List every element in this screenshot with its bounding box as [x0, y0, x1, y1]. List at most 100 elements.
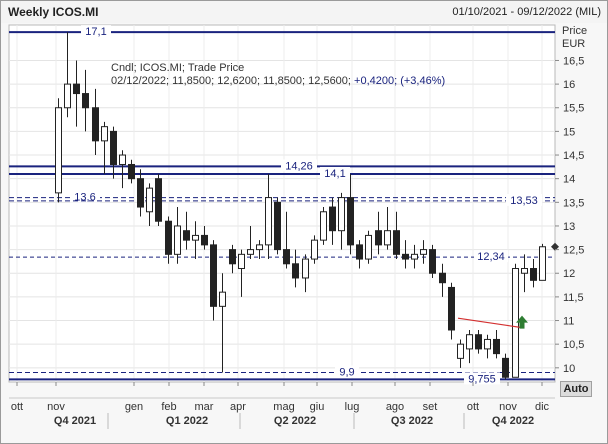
- x-tick-label: dic: [535, 401, 550, 413]
- candle-body: [502, 357, 509, 378]
- candle-body: [457, 343, 464, 359]
- x-tick-label: nov: [47, 401, 65, 413]
- x-tick-label: set: [423, 401, 438, 413]
- y-tick-label: 13: [563, 221, 575, 233]
- candle-body: [292, 263, 299, 279]
- x-tick-label: giu: [310, 401, 325, 413]
- x-axis: ott nov gen feb mar apr mag giu lug ago set ott nov d…: [9, 382, 555, 429]
- level-lines: 17,1 14,26 14,1 13,6 13,53 9,9 9,755 12,34: [9, 25, 559, 385]
- level-label-bg: [281, 159, 317, 172]
- gridlines: [9, 59, 555, 369]
- candle-body: [146, 187, 153, 213]
- last-price-label-bg: [474, 250, 508, 263]
- level-label: 13,6: [74, 192, 95, 204]
- y-tick-label: 15,5: [563, 103, 584, 115]
- candle-body: [411, 253, 418, 260]
- quarter-label: Q4 2021: [54, 415, 96, 427]
- x-tick-label: ott: [467, 401, 479, 413]
- auto-scale-button[interactable]: Auto: [560, 381, 592, 397]
- candle-body: [320, 211, 327, 241]
- candle-body: [338, 197, 345, 232]
- candle-body: [521, 268, 528, 274]
- candle-body: [110, 130, 117, 165]
- y-tick-label: 10,5: [563, 339, 584, 351]
- candle-body: [165, 220, 172, 255]
- price-axis-label: Price: [562, 25, 587, 37]
- candle-body: [210, 244, 217, 307]
- candle-body: [402, 253, 409, 260]
- y-tick-label: 11,5: [563, 292, 584, 304]
- level-label-bg: [335, 365, 359, 378]
- candle-body: [137, 178, 144, 208]
- candle-body: [229, 249, 236, 265]
- level-label-bg: [464, 372, 500, 385]
- candle-body: [365, 234, 372, 260]
- y-tick-label: 12: [563, 268, 575, 280]
- candle-body: [256, 244, 263, 251]
- level-label-bg: [70, 190, 100, 203]
- level-label: 9,755: [468, 373, 496, 385]
- chart-title: Weekly ICOS.MI: [8, 5, 99, 19]
- x-tick-label: mag: [273, 401, 294, 413]
- candle-body: [393, 230, 400, 255]
- candle-body: [539, 246, 546, 281]
- x-tick-label: ott: [11, 401, 23, 413]
- candle-body: [530, 268, 537, 281]
- info-line-1: Cndl; ICOS.MI; Trade Price: [111, 62, 244, 74]
- candle-body: [439, 272, 446, 284]
- candle-body: [356, 244, 363, 260]
- candle-body: [73, 83, 80, 95]
- x-tick-label: nov: [499, 401, 517, 413]
- y-tick-label: 10: [563, 363, 575, 375]
- y-tick-label: 16: [563, 79, 575, 91]
- candle-body: [201, 234, 208, 246]
- candle-body: [119, 154, 126, 165]
- level-label: 14,26: [285, 160, 313, 172]
- y-tick-label: 16,5: [563, 55, 584, 67]
- candle-body: [64, 83, 71, 109]
- candle-body: [375, 230, 382, 246]
- quarter-label: Q1 2022: [166, 415, 208, 427]
- x-tick-label: lug: [345, 401, 360, 413]
- candle-body: [493, 338, 500, 355]
- y-tick-label: 14,5: [563, 150, 584, 162]
- candle-body: [238, 253, 245, 270]
- candle-body: [219, 291, 226, 307]
- candle-body: [384, 230, 391, 246]
- candle-body: [82, 93, 89, 109]
- info-change: +0,4200; (+3,46%): [351, 75, 445, 87]
- month-gridlines: [16, 25, 543, 382]
- level-label-bg: [506, 193, 542, 206]
- buy-signal-arrow-icon: [516, 315, 528, 329]
- candle-body: [484, 338, 491, 350]
- currency-axis-label: EUR: [562, 38, 585, 50]
- chart-title-bar: Weekly ICOS.MI 01/10/2021 - 09/12/2022 (…: [1, 1, 607, 23]
- candle-body: [302, 258, 309, 279]
- quarter-label: Q3 2022: [391, 415, 433, 427]
- level-label-bg: [320, 166, 350, 179]
- level-label: 13,53: [510, 195, 538, 207]
- level-label: 9,9: [339, 367, 354, 379]
- quarter-label: Q4 2022: [492, 415, 534, 427]
- candle-body: [128, 163, 135, 180]
- candle-body: [347, 197, 354, 246]
- candle-body: [283, 249, 290, 265]
- x-tick-label: feb: [161, 401, 176, 413]
- level-label-bg: [81, 25, 111, 38]
- candle-body: [429, 249, 436, 274]
- x-tick-label: gen: [125, 401, 143, 413]
- date-range: 01/10/2021 - 09/12/2022 (MIL): [452, 6, 601, 18]
- annotations: [457, 315, 528, 329]
- candle-body: [274, 201, 281, 251]
- y-tick-label: 13,5: [563, 197, 584, 209]
- trend-line: [457, 317, 523, 329]
- candles: [55, 32, 546, 380]
- current-price-marker: [551, 242, 559, 251]
- quarter-label: Q2 2022: [274, 415, 316, 427]
- candle-body: [448, 286, 455, 331]
- info-ohlc: 02/12/2022; 11,8500; 12,6200; 11,8500; 1…: [111, 75, 351, 87]
- level-label: 17,1: [85, 26, 106, 38]
- y-tick-label: 15: [563, 126, 575, 138]
